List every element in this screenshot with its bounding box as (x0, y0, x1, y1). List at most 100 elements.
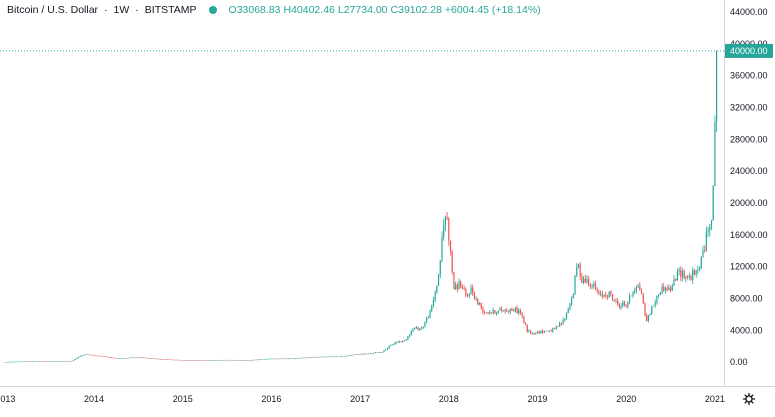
candle-body (350, 355, 353, 356)
candle-body (190, 360, 192, 361)
candle-body (103, 356, 105, 357)
candle-body (20, 361, 22, 363)
candle-body (574, 275, 576, 295)
candle-body (615, 300, 617, 302)
candle-body (705, 231, 707, 251)
candle-body (565, 312, 568, 319)
candle-body (117, 358, 119, 360)
candle-body (342, 356, 344, 357)
candle-body (639, 285, 641, 291)
y-tick-label: 8000.00 (730, 293, 763, 303)
candle-body (518, 310, 520, 314)
legend-separator: · (104, 4, 108, 16)
price-axis[interactable]: 44000.00 40000.00 36000.00 32000.00 28000.00… (730, 7, 768, 367)
candle-body (386, 348, 389, 350)
candle-body (55, 361, 58, 362)
candle-body (195, 360, 197, 361)
y-tick-label: 20000.00 (730, 198, 768, 208)
candle-body (420, 327, 423, 329)
candle-body (265, 359, 267, 360)
candle-body (197, 360, 199, 361)
candle-body (76, 357, 78, 359)
candle-body (72, 359, 75, 361)
candle-body (716, 50, 718, 122)
candle-body (439, 260, 441, 275)
candle-body (608, 291, 610, 298)
candle-body (482, 307, 484, 313)
candle-body (473, 292, 475, 300)
candle-body (548, 330, 551, 332)
candle-body (405, 339, 407, 341)
candle-body (504, 309, 506, 312)
candle-body (47, 361, 49, 362)
candle-body (301, 357, 303, 359)
candle-body (216, 360, 218, 361)
candle-body (30, 361, 32, 362)
candle-body (629, 295, 631, 302)
candle-body (649, 313, 651, 316)
candle-body (71, 360, 73, 362)
candle-body (698, 268, 701, 270)
candle-body (49, 361, 51, 362)
candle-body (205, 360, 208, 361)
candle-body (223, 359, 225, 361)
candle-body (489, 312, 491, 314)
candle-body (108, 357, 110, 358)
time-axis[interactable]: 2013 2014 2015 2016 2017 2018 2019 2020 2021 (0, 394, 725, 404)
candle-body (654, 302, 656, 306)
candle-body (497, 310, 499, 313)
candle-body (37, 361, 39, 362)
candle-body (675, 278, 677, 281)
candle-body (325, 356, 327, 358)
candle-body (542, 330, 544, 333)
symbol-interval[interactable]: 1W (113, 4, 130, 16)
candle-body (246, 360, 249, 361)
candle-body (200, 360, 203, 361)
candle-body (199, 360, 201, 361)
candle-body (402, 340, 404, 342)
candle-body (159, 358, 162, 360)
candle-body (354, 354, 356, 355)
candle-body (690, 275, 692, 281)
candle-body (589, 285, 591, 287)
candle-body (448, 218, 450, 241)
candle-body (61, 361, 63, 362)
candle-body (110, 357, 112, 358)
gear-icon[interactable] (742, 392, 756, 406)
candle-body (38, 361, 41, 362)
candle-body (567, 309, 569, 313)
candle-body (241, 360, 244, 361)
candle-body (289, 358, 291, 359)
symbol-title[interactable]: Bitcoin / U.S. Dollar (7, 4, 99, 16)
candle-body (125, 358, 128, 359)
candle-body (270, 358, 273, 360)
candle-body (35, 361, 37, 362)
candle-body (453, 272, 455, 290)
candle-body (704, 250, 706, 251)
candle-body (478, 303, 481, 305)
candle-body (550, 330, 552, 332)
candle-body (601, 293, 603, 297)
chart-legend: Bitcoin / U.S. Dollar · 1W · BITSTAMP O3… (7, 3, 541, 17)
candle-body (18, 361, 20, 363)
candle-body (709, 226, 711, 231)
candle-body (543, 331, 545, 333)
candle-body (451, 250, 453, 273)
candle-body (571, 297, 573, 305)
candle-body (371, 353, 373, 354)
candle-body (175, 359, 177, 361)
candle-body (678, 270, 680, 272)
candle-body (81, 355, 83, 357)
x-tick-label: 2018 (439, 394, 459, 404)
candle-body (79, 356, 81, 357)
candle-body (552, 327, 554, 332)
candle-body (656, 295, 658, 303)
symbol-exchange: BITSTAMP (144, 4, 197, 16)
candle-body (417, 327, 419, 330)
candle-body (291, 358, 293, 360)
candle-body (668, 287, 670, 291)
candle-body (507, 310, 510, 313)
ohlc-high: 40402.46 (291, 4, 335, 16)
